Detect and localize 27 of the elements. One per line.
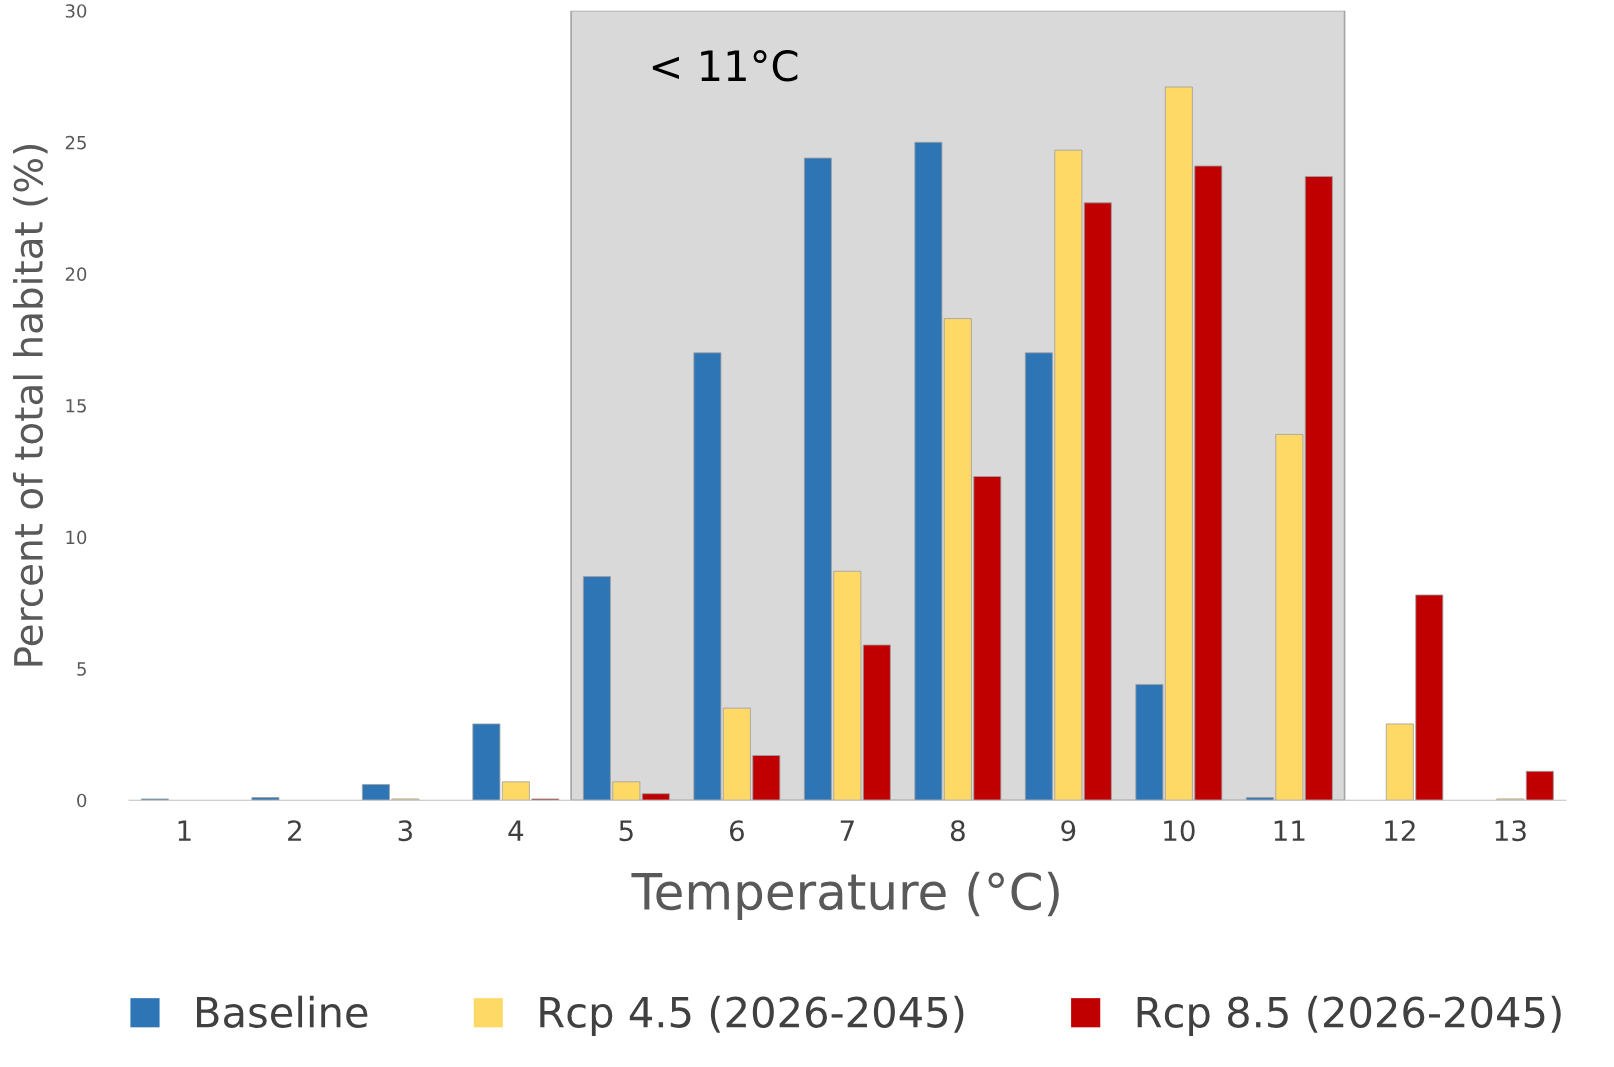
x-tick-label: 2: [288, 820, 301, 841]
y-tick-label: 25: [65, 135, 86, 150]
x-tick-label: 1: [178, 820, 191, 841]
y-tick-label: 30: [65, 4, 87, 18]
y-tick-label: 0: [77, 793, 87, 808]
x-tick-label: 13: [1495, 820, 1526, 842]
x-axis-title: Temperature (°C): [631, 871, 1059, 920]
y-tick-label: 5: [77, 662, 86, 676]
band-label: < 11°C: [652, 50, 798, 82]
x-tick-label: 5: [619, 820, 633, 842]
x-tick-label: 4: [508, 820, 524, 841]
x-tick-label: 8: [950, 820, 965, 842]
y-tick-label: 20: [65, 267, 87, 281]
x-tick-label: 7: [840, 820, 854, 841]
bar: [251, 797, 280, 801]
legend-label: Baseline: [197, 995, 368, 1028]
legend-label: Rcp 8.5 (2026-2045): [1137, 995, 1561, 1036]
x-tick-label: 10: [1164, 820, 1195, 842]
x-tick-label: 3: [398, 820, 412, 842]
x-tick-label: 12: [1385, 820, 1415, 841]
x-tick-label: 11: [1274, 820, 1305, 841]
legend-label: Rcp 4.5 (2026-2045): [540, 995, 964, 1036]
y-tick-label: 15: [66, 399, 86, 413]
x-tick-label: 9: [1061, 820, 1076, 842]
y-axis-title: Percent of total habitat (%): [12, 144, 48, 666]
x-tick-label: 6: [729, 820, 744, 842]
y-tick-label: 10: [66, 530, 87, 545]
